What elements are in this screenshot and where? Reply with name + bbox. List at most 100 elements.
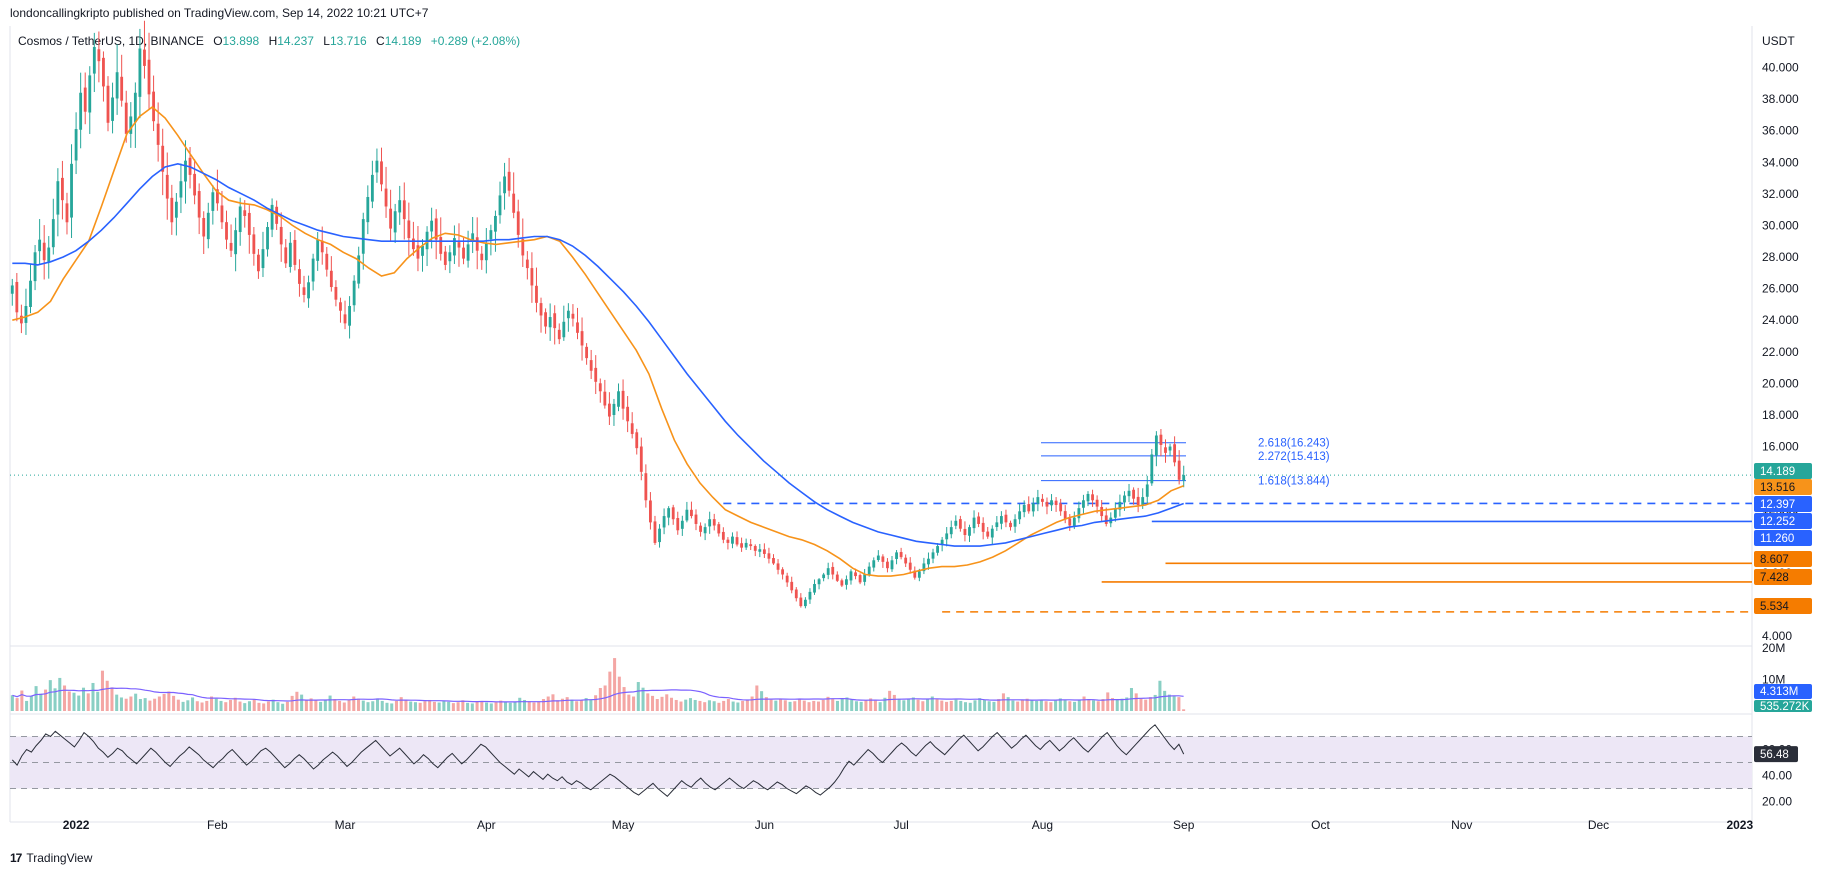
candle-body bbox=[234, 230, 238, 255]
volume-bar bbox=[48, 680, 52, 711]
candle-body bbox=[284, 247, 288, 264]
time-tick-label: Dec bbox=[1588, 818, 1609, 832]
price-tick-label: 26.000 bbox=[1762, 282, 1799, 296]
volume-bar bbox=[470, 703, 474, 711]
candle-body bbox=[940, 539, 944, 545]
candle-body bbox=[147, 59, 151, 95]
volume-bar bbox=[153, 698, 157, 711]
volume-bar bbox=[456, 702, 460, 711]
candle-body bbox=[594, 367, 598, 382]
volume-bar bbox=[1134, 693, 1138, 711]
volume-bar bbox=[489, 703, 493, 711]
volume-bar bbox=[712, 701, 716, 711]
candle-body bbox=[785, 575, 789, 583]
candle-body bbox=[334, 286, 338, 300]
candle-body bbox=[307, 282, 310, 299]
candle-body bbox=[398, 200, 402, 213]
volume-bar bbox=[314, 700, 318, 711]
volume-bar bbox=[935, 698, 939, 711]
candle-body bbox=[1036, 497, 1040, 504]
tradingview-logo[interactable]: 17 TradingView bbox=[10, 851, 92, 865]
volume-bar bbox=[432, 701, 436, 711]
price-tick-label: 24.000 bbox=[1762, 313, 1799, 327]
candle-body bbox=[1013, 519, 1017, 527]
tradingview-logo-icon: 17 bbox=[10, 851, 22, 865]
volume-bar bbox=[1120, 698, 1124, 711]
candle-body bbox=[316, 239, 320, 261]
volume-bar bbox=[437, 702, 441, 711]
volume-bar bbox=[888, 690, 892, 711]
volume-bar bbox=[1177, 697, 1181, 711]
volume-bar bbox=[793, 701, 797, 711]
candle-body bbox=[876, 555, 880, 560]
volume-bar bbox=[409, 701, 413, 711]
ema-slow-line bbox=[12, 162, 1184, 547]
volume-bar bbox=[973, 700, 977, 711]
volume-bar bbox=[826, 696, 830, 711]
volume-bar bbox=[195, 701, 199, 711]
candle-body bbox=[781, 569, 785, 575]
volume-bar bbox=[295, 691, 299, 711]
candle-body bbox=[890, 560, 894, 570]
candle-body bbox=[1086, 493, 1090, 502]
volume-bar bbox=[840, 698, 844, 711]
volume-bar bbox=[1139, 698, 1143, 711]
volume-bar bbox=[968, 702, 972, 711]
candle-body bbox=[603, 391, 607, 406]
volume-bar bbox=[745, 699, 749, 711]
volume-bar bbox=[475, 701, 479, 711]
volume-bar bbox=[646, 693, 650, 711]
candle-body bbox=[999, 516, 1003, 524]
fib-label: 1.618(13.844) bbox=[1258, 476, 1330, 488]
candle-body bbox=[858, 575, 862, 583]
candle-body bbox=[808, 591, 812, 600]
volume-bar bbox=[522, 699, 527, 711]
candle-body bbox=[585, 346, 589, 359]
candle-body bbox=[179, 181, 183, 198]
candle-body bbox=[712, 519, 716, 526]
candle-body bbox=[1072, 517, 1076, 526]
volume-bar bbox=[883, 697, 887, 711]
price-tick-label: 20.000 bbox=[1762, 376, 1799, 390]
volume-bar bbox=[750, 696, 754, 711]
volume-bar bbox=[873, 700, 877, 711]
volume-bar bbox=[271, 699, 275, 711]
volume-bar bbox=[869, 698, 873, 711]
candle-body bbox=[726, 539, 730, 543]
volume-bar bbox=[565, 697, 569, 711]
axes: USDT 40.000 38.000 36.000 34.000 32.000 30.000… bbox=[63, 34, 1799, 832]
candle-body bbox=[913, 570, 917, 578]
candle-body bbox=[886, 561, 889, 569]
candle-body bbox=[758, 549, 762, 552]
volume-bar bbox=[693, 699, 697, 711]
volume-bar bbox=[632, 696, 636, 711]
volume-bar bbox=[1025, 698, 1029, 711]
candle-body bbox=[370, 174, 374, 202]
candle-body bbox=[968, 527, 971, 536]
volume-bar bbox=[1129, 688, 1133, 711]
rsi-tick-label: 40.00 bbox=[1762, 769, 1792, 783]
volume-bar bbox=[774, 700, 778, 711]
volume-bar bbox=[480, 700, 484, 711]
candle-body bbox=[621, 390, 625, 409]
volume-bar bbox=[1020, 700, 1024, 711]
candle-body bbox=[740, 543, 743, 548]
candle-body bbox=[348, 305, 351, 326]
candle-body bbox=[138, 48, 142, 97]
volume-ma-badge bbox=[1754, 684, 1812, 699]
volume-bar bbox=[63, 685, 67, 711]
candle-body bbox=[389, 208, 393, 229]
candle-body bbox=[1118, 501, 1122, 510]
volume-bar bbox=[157, 696, 161, 711]
volume-bar bbox=[959, 700, 963, 711]
candle-body bbox=[1132, 489, 1135, 499]
candle-body bbox=[626, 406, 630, 422]
candle-body bbox=[343, 314, 347, 324]
volume-bar bbox=[821, 699, 825, 711]
volume-ma-line bbox=[12, 687, 1184, 703]
candle-body bbox=[1091, 494, 1094, 501]
candle-body bbox=[630, 423, 634, 434]
candle-body bbox=[1177, 460, 1181, 480]
volume-bar bbox=[921, 701, 925, 711]
